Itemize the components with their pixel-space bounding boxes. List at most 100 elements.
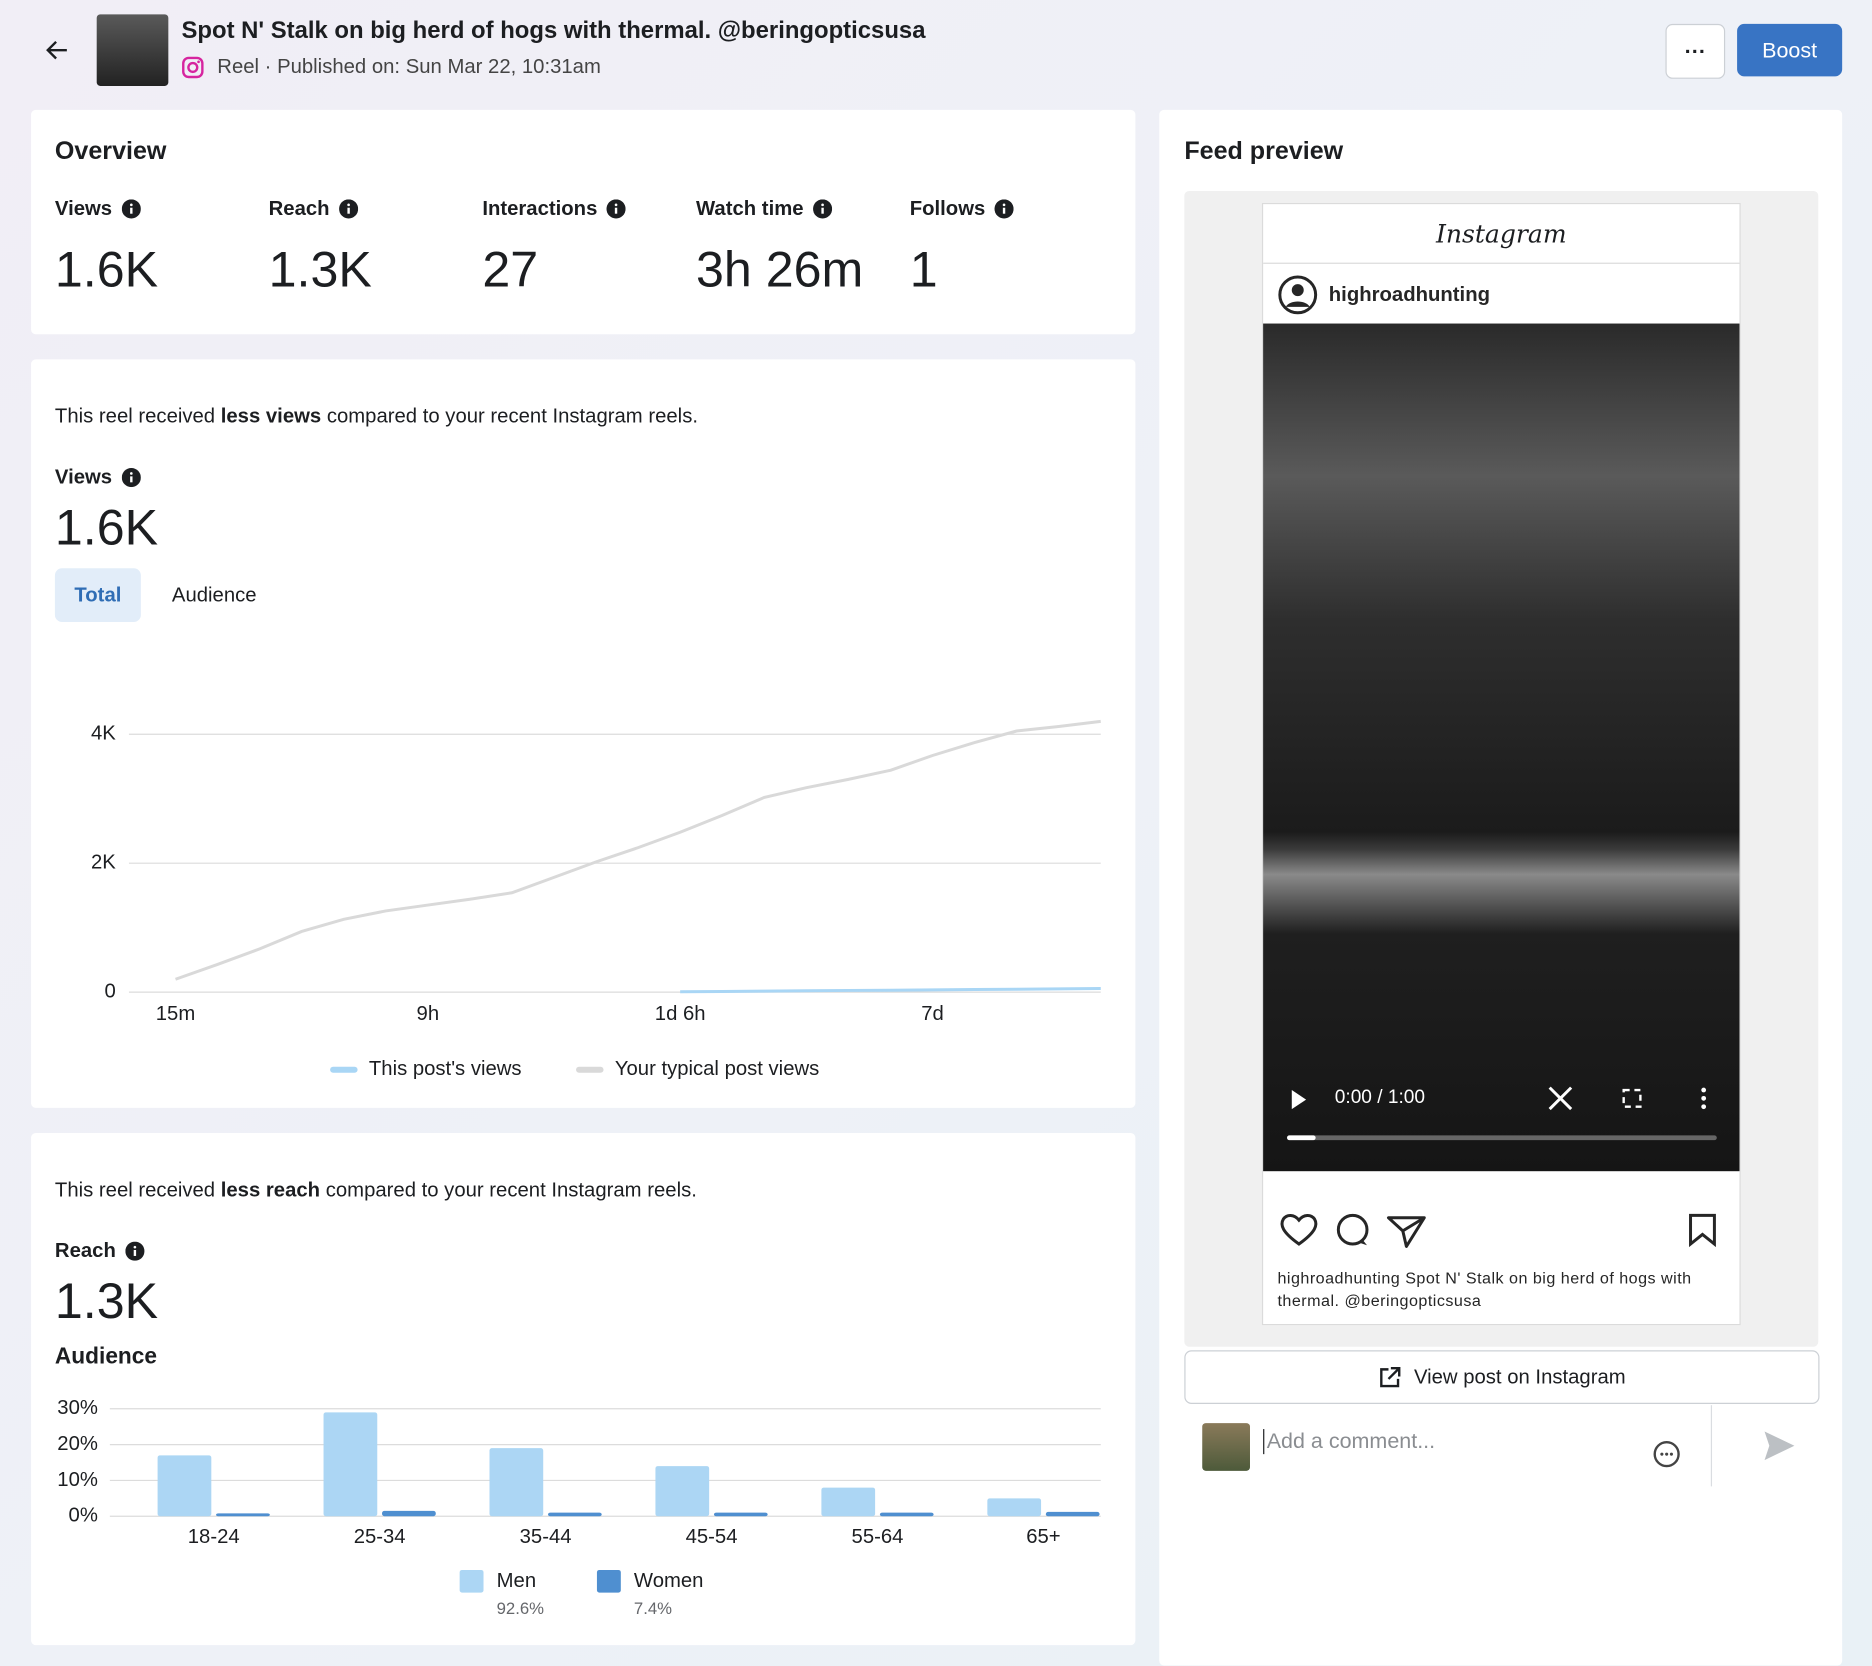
metric-value: 1.3K bbox=[268, 241, 372, 298]
x-tick-label: 15m bbox=[156, 1003, 195, 1025]
post-title: Spot N' Stalk on big herd of hogs with t… bbox=[181, 17, 926, 45]
y-tick-label: 10% bbox=[57, 1469, 98, 1491]
y-tick-label: 2K bbox=[91, 852, 116, 874]
video[interactable]: 0:00 / 1:00 bbox=[1263, 323, 1740, 1172]
video-controls bbox=[1287, 1086, 1717, 1141]
legend-share: 7.4% bbox=[634, 1599, 672, 1618]
username[interactable]: highroadhunting bbox=[1328, 282, 1490, 306]
info-icon[interactable] bbox=[339, 199, 359, 219]
text: View post on Instagram bbox=[1413, 1365, 1626, 1388]
thumbnail bbox=[96, 14, 169, 86]
metric-label: Follows bbox=[910, 197, 1014, 221]
text: compared to your recent Instagram reels. bbox=[325, 1178, 697, 1202]
info-icon[interactable] bbox=[121, 199, 141, 219]
audience-title: Audience bbox=[54, 1344, 158, 1370]
comment-input[interactable]: Add a comment... bbox=[1263, 1429, 1435, 1455]
external-icon bbox=[1380, 1366, 1401, 1387]
feed-preview-card: Feed preview Instagram highroadhunting 0… bbox=[1159, 109, 1843, 1666]
reach-card: This reel received less reach compared t… bbox=[31, 1132, 1136, 1646]
text: compared to your recent Instagram reels. bbox=[326, 404, 698, 428]
legend-swatch bbox=[459, 1569, 484, 1593]
info-icon[interactable] bbox=[606, 199, 627, 219]
post-subtitle: Reel · Published on: Sun Mar 22, 10:31am bbox=[217, 54, 601, 78]
text: Interactions bbox=[482, 196, 598, 220]
y-tick-label: 20% bbox=[57, 1433, 98, 1455]
bar bbox=[216, 1513, 270, 1517]
line-series bbox=[680, 987, 1101, 994]
views-label: Views bbox=[55, 466, 141, 490]
overview-title: Overview bbox=[54, 137, 167, 165]
text: This reel received bbox=[54, 404, 216, 428]
text: less views bbox=[220, 404, 322, 428]
legend-label: Women bbox=[634, 1570, 704, 1592]
info-icon[interactable] bbox=[121, 468, 141, 488]
bar bbox=[547, 1512, 602, 1517]
reach-label: Reach bbox=[55, 1239, 145, 1263]
tab-total[interactable]: Total bbox=[54, 568, 141, 623]
caption-text: Spot N' Stalk on big herd of hogs with t… bbox=[1277, 1269, 1692, 1310]
reach-value: 1.3K bbox=[54, 1272, 159, 1329]
y-tick-label: 0 bbox=[105, 980, 116, 1002]
bar bbox=[821, 1487, 876, 1517]
bar bbox=[655, 1466, 710, 1517]
tab-audience[interactable]: Audience bbox=[171, 583, 257, 607]
text: Views bbox=[54, 196, 113, 220]
x-tick-label: 35-44 bbox=[520, 1526, 572, 1548]
legend-swatch bbox=[596, 1569, 621, 1593]
metric-value: 27 bbox=[482, 241, 539, 298]
metric-label: Watch time bbox=[696, 196, 833, 221]
bar bbox=[157, 1455, 212, 1517]
text: This reel received bbox=[54, 1178, 216, 1202]
y-tick-label: 0% bbox=[69, 1505, 98, 1527]
view-post-button[interactable]: View post on Instagram bbox=[1184, 1350, 1820, 1405]
metric-label: Reach bbox=[269, 197, 359, 221]
legend-label: Men bbox=[497, 1570, 536, 1592]
bar bbox=[713, 1512, 768, 1517]
metric-value: 3h 26m bbox=[696, 241, 864, 298]
instagram-icon bbox=[182, 56, 204, 79]
info-icon[interactable] bbox=[125, 1241, 145, 1261]
text: Follows bbox=[909, 196, 986, 220]
x-tick-label: 45-54 bbox=[686, 1526, 738, 1548]
caption-user: highroadhunting bbox=[1277, 1269, 1401, 1288]
boost-button[interactable]: Boost bbox=[1737, 23, 1843, 77]
text: Views bbox=[54, 465, 113, 489]
bar bbox=[382, 1510, 436, 1517]
emoji-button[interactable] bbox=[1651, 1440, 1682, 1471]
x-tick-label: 65+ bbox=[1026, 1526, 1060, 1548]
commenter-avatar bbox=[1202, 1423, 1250, 1471]
x-tick-label: 7d bbox=[921, 1003, 944, 1025]
send-button[interactable] bbox=[1761, 1428, 1797, 1464]
back-button[interactable] bbox=[43, 36, 72, 65]
instagram-post: Instagram highroadhunting 0:00 / 1:00 hi… bbox=[1261, 202, 1741, 1326]
legend-label: This post's views bbox=[369, 1058, 522, 1080]
y-tick-label: 4K bbox=[91, 723, 116, 745]
feed-preview-title: Feed preview bbox=[1184, 137, 1344, 165]
views-message: This reel received less views compared t… bbox=[55, 405, 698, 429]
metric-value: 1 bbox=[909, 241, 938, 298]
metric-label: Interactions bbox=[482, 196, 627, 221]
text: Reach bbox=[268, 196, 330, 220]
legend-share: 92.6% bbox=[497, 1599, 545, 1618]
info-icon[interactable] bbox=[813, 199, 833, 219]
more-button[interactable]: ··· bbox=[1665, 23, 1726, 79]
x-tick-label: 55-64 bbox=[852, 1526, 904, 1548]
x-tick-label: 18-24 bbox=[188, 1526, 240, 1548]
metric-label: Views bbox=[55, 197, 141, 221]
bar bbox=[489, 1448, 544, 1517]
text: Watch time bbox=[696, 196, 804, 220]
post-actions[interactable] bbox=[1277, 1211, 1737, 1249]
overview-card: Overview Views 1.6K Reach 1.3K Interactions 2… bbox=[31, 109, 1136, 335]
info-icon[interactable] bbox=[994, 199, 1014, 219]
y-tick-label: 30% bbox=[57, 1397, 98, 1419]
legend-label: Your typical post views bbox=[615, 1058, 819, 1080]
avatar bbox=[1278, 275, 1318, 315]
bar bbox=[879, 1512, 934, 1517]
bar bbox=[1045, 1511, 1100, 1517]
video-time: 0:00 / 1:00 bbox=[1334, 1087, 1426, 1108]
bar bbox=[323, 1412, 378, 1517]
bar bbox=[987, 1498, 1042, 1517]
